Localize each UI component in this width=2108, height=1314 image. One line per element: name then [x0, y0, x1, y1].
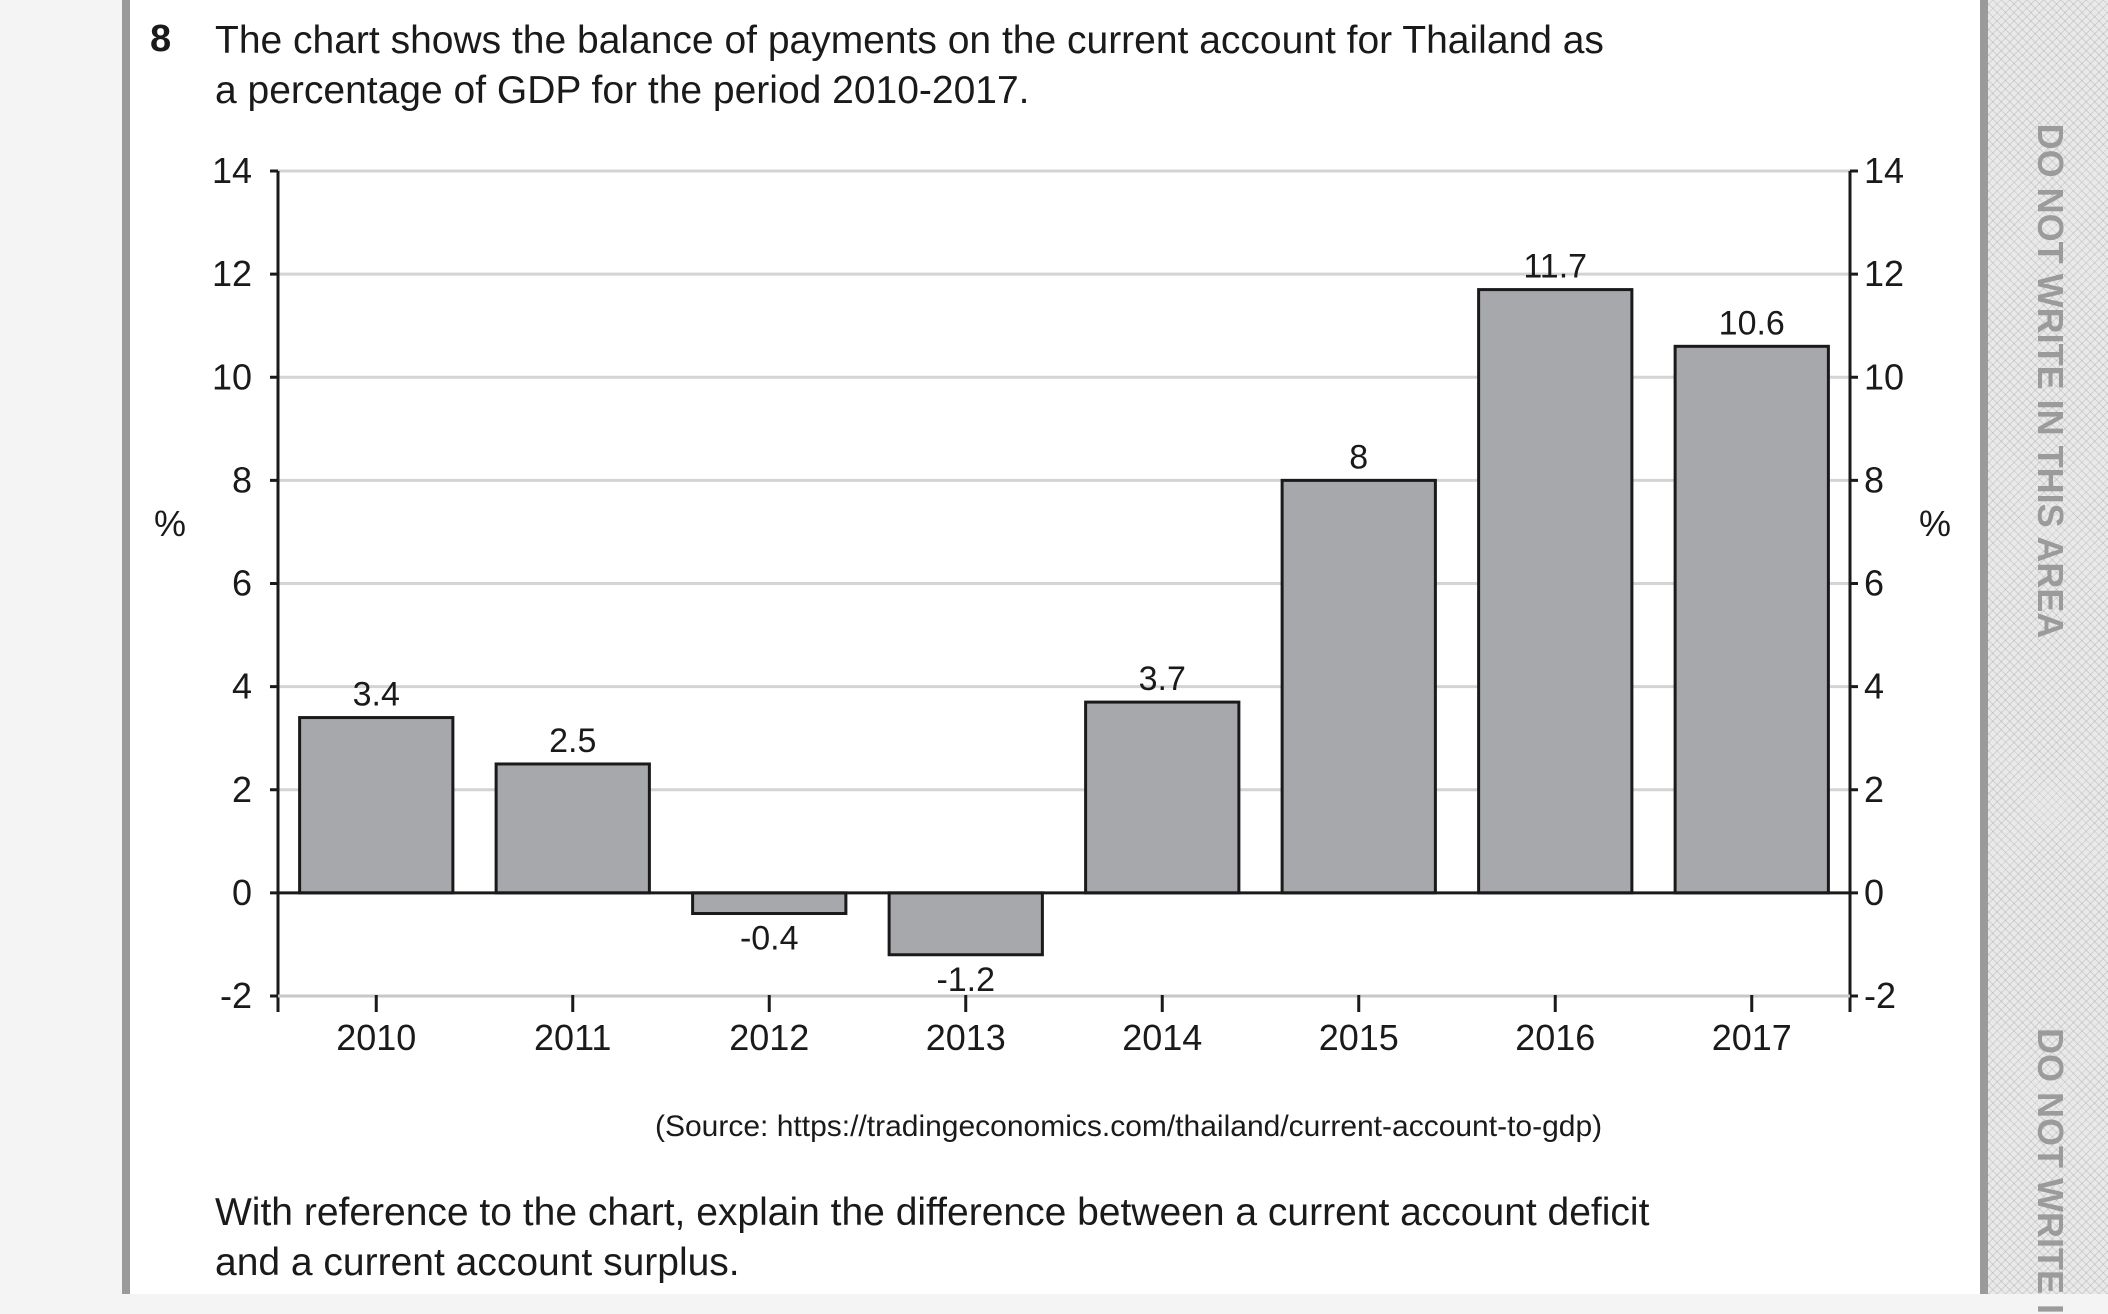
- y-tick-label-right: 12: [1864, 253, 1904, 294]
- bar-2012: [691, 891, 848, 915]
- bar-2014: [1084, 700, 1241, 895]
- y-tick-label-right: 2: [1864, 769, 1884, 810]
- x-tick-label-2014: 2014: [1122, 1017, 1202, 1058]
- y-tick-label-left: 8: [232, 459, 252, 500]
- question-line-2: a percentage of GDP for the period 2010-…: [215, 69, 1030, 112]
- bar-2011: [494, 762, 651, 895]
- x-tick-label-2017: 2017: [1712, 1017, 1792, 1058]
- y-axis-label-right: %: [1919, 503, 1951, 544]
- y-tick-label-right: 14: [1864, 150, 1904, 191]
- y-tick-label-right: 8: [1864, 459, 1884, 500]
- bar-2016: [1477, 288, 1634, 895]
- data-label-2012: -0.4: [740, 920, 799, 958]
- data-label-2015: 8: [1349, 438, 1368, 476]
- y-tick-label-left: 10: [212, 356, 252, 397]
- y-tick-label-right: 6: [1864, 563, 1884, 604]
- y-tick-label-right: 10: [1864, 356, 1904, 397]
- prompt-line-1: With reference to the chart, explain the…: [215, 1191, 1650, 1234]
- bar-2010: [298, 716, 455, 895]
- bar-2017: [1673, 344, 1830, 895]
- x-tick-label-2012: 2012: [729, 1017, 809, 1058]
- data-label-2014: 3.7: [1139, 660, 1186, 698]
- left-border: [122, 0, 130, 1294]
- y-tick-label-left: 2: [232, 769, 252, 810]
- x-tick-label-2015: 2015: [1319, 1017, 1399, 1058]
- x-tick-label-2013: 2013: [926, 1017, 1006, 1058]
- prompt-line-2: and a current account surplus.: [215, 1241, 740, 1284]
- data-label-2016: 11.7: [1523, 248, 1587, 286]
- paper-area: [130, 0, 1980, 1294]
- y-tick-label-right: -2: [1864, 975, 1896, 1016]
- margin-hatched-band: [1988, 0, 2108, 1294]
- y-axis-label-left: %: [154, 503, 186, 544]
- y-tick-label-left: 6: [232, 563, 252, 604]
- x-tick-label-2011: 2011: [534, 1017, 611, 1058]
- right-border: [1980, 0, 1988, 1294]
- data-label-2011: 2.5: [549, 722, 596, 760]
- question-number: 8: [150, 18, 172, 60]
- x-tick-label-2010: 2010: [336, 1017, 416, 1058]
- y-tick-label-left: 12: [212, 253, 252, 294]
- question-prompt: With reference to the chart, explain the…: [215, 1188, 1775, 1288]
- question-text: The chart shows the balance of payments …: [215, 16, 1715, 116]
- data-label-2013: -1.2: [936, 961, 995, 999]
- y-tick-label-right: 4: [1864, 666, 1884, 707]
- data-label-2010: 3.4: [353, 676, 400, 714]
- y-tick-label-left: -2: [220, 975, 252, 1016]
- data-label-2017: 10.6: [1719, 304, 1785, 342]
- bar-2015: [1280, 478, 1437, 895]
- y-tick-label-left: 14: [212, 150, 252, 191]
- y-tick-label-left: 4: [232, 666, 252, 707]
- bar-2013: [887, 891, 1044, 957]
- y-tick-label-right: 0: [1864, 872, 1884, 913]
- y-tick-label-left: 0: [232, 872, 252, 913]
- x-tick-label-2016: 2016: [1515, 1017, 1595, 1058]
- question-line-1: The chart shows the balance of payments …: [215, 19, 1604, 62]
- chart-source: (Source: https://tradingeconomics.com/th…: [655, 1110, 1603, 1143]
